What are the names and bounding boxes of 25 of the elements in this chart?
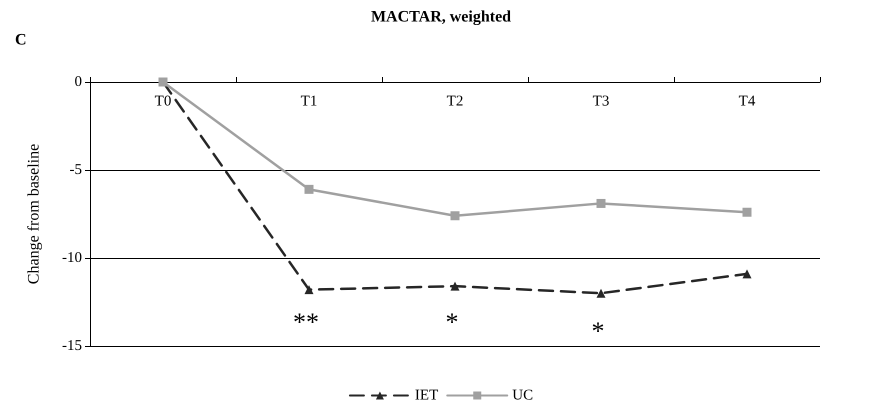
x-tick-label: T0 [154, 94, 172, 110]
text: C [15, 32, 27, 48]
legend-label: UC [512, 388, 534, 404]
x-tick-label: T3 [592, 94, 610, 110]
x-tick-label: T4 [738, 94, 756, 110]
x-tick-label: T1 [300, 94, 318, 110]
point [596, 198, 606, 208]
y-axis-title: Change from baseline [26, 144, 42, 284]
point [742, 269, 752, 278]
point [742, 208, 752, 217]
y-tick-label: -5 [70, 162, 82, 178]
annotation: * [592, 316, 604, 346]
chart-title: MACTAR, weighted [370, 8, 512, 26]
point [450, 282, 460, 291]
legend-label: IET [414, 388, 438, 404]
point [304, 184, 314, 194]
y-tick-label: -15 [62, 338, 82, 354]
point [304, 285, 314, 294]
annotation: ** [293, 308, 319, 336]
y-tick-label: 0 [74, 74, 82, 90]
point [596, 288, 606, 298]
x-tick-label: T2 [446, 94, 464, 110]
y-tick-label: -10 [62, 250, 82, 266]
annotation: * [446, 308, 458, 336]
point [450, 211, 460, 220]
